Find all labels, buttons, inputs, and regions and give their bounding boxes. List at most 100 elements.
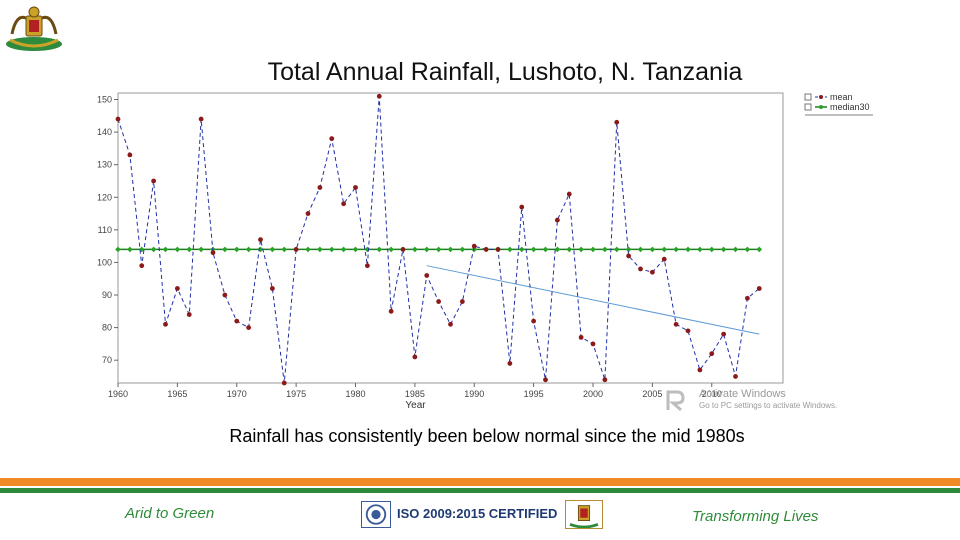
median30-point (507, 246, 513, 253)
median30-point (352, 246, 359, 253)
mean-point (483, 247, 489, 252)
y-tick-label: 80 (102, 323, 112, 333)
y-tick-label: 140 (97, 127, 112, 137)
median30-point (412, 246, 418, 253)
median30-point (602, 246, 608, 253)
median30-point (423, 246, 430, 253)
mean-point (341, 201, 347, 207)
legend-median-marker (819, 105, 823, 109)
mean-point (507, 361, 513, 366)
watermark-line-2: Go to PC settings to activate Windows. (699, 401, 838, 410)
median30-point (127, 246, 133, 253)
series-layer (115, 93, 763, 386)
median30-point (281, 246, 288, 253)
mean-point (174, 286, 180, 291)
median30-point (637, 246, 644, 253)
mean-point (566, 191, 572, 197)
x-tick-label: 2010 (702, 389, 722, 399)
y-tick-label: 130 (97, 160, 112, 170)
x-tick-label: 1990 (464, 389, 484, 399)
mean-series-line (117, 96, 760, 384)
median30-point (566, 246, 573, 253)
median30-point (162, 246, 169, 253)
mean-point (364, 263, 370, 269)
median30-point (530, 246, 537, 253)
x-tick-label: 1995 (524, 389, 544, 399)
mean-point (210, 250, 216, 256)
watermark-logo-icon (666, 390, 685, 412)
median30-point (708, 246, 715, 253)
median30-point (685, 246, 691, 253)
mean-point (163, 321, 168, 327)
slide-caption: Rainfall has consistently been below nor… (229, 426, 745, 446)
mean-point (269, 286, 275, 291)
mean-point (246, 325, 252, 331)
median30-point (115, 246, 121, 253)
median30-point (613, 246, 620, 253)
median30-point (435, 246, 442, 253)
x-tick-label: 1960 (108, 389, 128, 399)
footer-left-slogan: Arid to Green (125, 505, 215, 522)
legend-median-label: median30 (830, 102, 870, 112)
trend-line (426, 265, 760, 335)
x-tick-label: 1965 (167, 389, 187, 399)
mean-point (400, 247, 406, 252)
legend-median-checkbox (804, 103, 812, 111)
mean-point (448, 321, 453, 327)
median30-point (150, 246, 157, 253)
mean-point (436, 299, 442, 304)
footer-orange-band (0, 478, 960, 486)
footer-green-band (0, 488, 960, 493)
median30-point (233, 246, 240, 253)
mean-point (329, 136, 335, 142)
mean-point (293, 247, 299, 252)
county-emblem-icon (565, 500, 603, 529)
mean-point (626, 253, 632, 259)
x-axis-label: Year (405, 400, 426, 408)
rainfall-chart: 1960 1965 1970 1975 1980 1985 1990 1995 2000 2005… (97, 92, 873, 408)
legend-mean-label: mean (830, 92, 853, 102)
median30-point (673, 246, 679, 253)
y-tick-label: 120 (97, 192, 112, 202)
mean-point (388, 308, 394, 314)
mean-point (376, 93, 382, 99)
median30-point (388, 246, 394, 253)
mean-point (709, 351, 715, 357)
median30-point (459, 246, 466, 253)
mean-point (281, 380, 287, 386)
median30-point (744, 246, 751, 253)
mean-point (519, 204, 525, 210)
iso-certification-badge: ISO 2009:2015 CERTIFIED (359, 499, 605, 530)
mean-point (638, 266, 643, 272)
mean-point (661, 256, 667, 262)
median30-point (340, 246, 347, 253)
median30-point (697, 246, 703, 253)
coat-of-arms-logo (6, 6, 62, 51)
x-tick-label: 2000 (583, 389, 603, 399)
median30-point (625, 246, 632, 253)
y-tick-label: 150 (97, 95, 112, 105)
median30-point (269, 246, 276, 253)
x-tick-label: 1975 (286, 389, 306, 399)
mean-point (721, 331, 727, 337)
median30-point (222, 246, 228, 253)
mean-point (234, 318, 240, 324)
mean-point (127, 152, 133, 158)
y-tick-label: 70 (102, 355, 112, 365)
x-tick-label: 1970 (227, 389, 247, 399)
mean-point (543, 377, 548, 383)
iso-certified-text: ISO 2009:2015 CERTIFIED (397, 506, 558, 521)
median30-point (364, 246, 371, 253)
mean-point (578, 334, 584, 340)
legend-mean-checkbox (804, 93, 812, 101)
median30-point (661, 246, 668, 253)
median30-point (328, 246, 335, 253)
median30-point (376, 246, 383, 253)
mean-point (353, 185, 358, 190)
mean-point (602, 377, 608, 383)
median30-point (186, 246, 193, 253)
mean-point (424, 273, 430, 278)
mean-point (115, 116, 121, 122)
median30-point (732, 246, 739, 253)
